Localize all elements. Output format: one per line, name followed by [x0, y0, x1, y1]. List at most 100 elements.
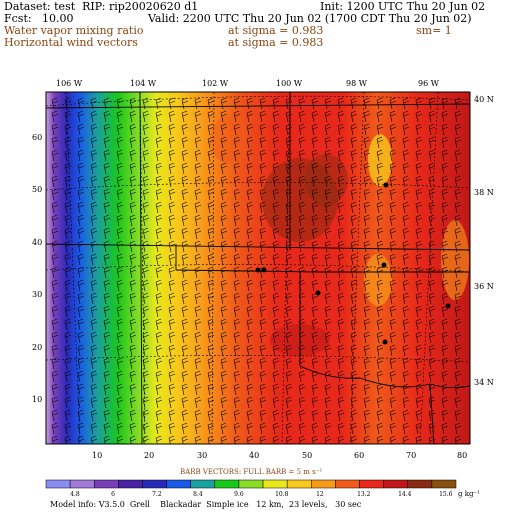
wind-barb	[324, 435, 332, 444]
wind-barb	[90, 422, 98, 435]
wind-barb	[168, 110, 176, 123]
wind-barb	[285, 266, 293, 279]
wind-barb	[207, 188, 215, 201]
wind-barb	[194, 370, 202, 383]
wind-barb	[350, 123, 358, 136]
colorbar-swatch	[431, 479, 457, 489]
wind-barb	[181, 123, 189, 136]
wind-barb	[64, 383, 72, 396]
wind-barb	[298, 409, 306, 422]
wind-barb	[220, 292, 228, 305]
wind-barb	[285, 162, 293, 175]
wind-barb	[51, 162, 59, 175]
wind-barb	[77, 240, 85, 253]
wind-barb	[285, 409, 293, 422]
wind-barb	[389, 110, 397, 123]
lat-label: 34 N	[474, 378, 494, 387]
wind-barb	[428, 201, 436, 214]
wind-barb	[324, 409, 332, 422]
wind-barb	[259, 123, 267, 136]
wind-barb	[233, 201, 241, 214]
wind-barb	[272, 136, 280, 149]
wind-barb	[350, 422, 358, 435]
wind-barb	[129, 162, 137, 175]
wind-barb	[168, 136, 176, 149]
wind-barb	[103, 110, 111, 123]
wind-barb	[51, 175, 59, 188]
wind-barb	[233, 136, 241, 149]
wind-barb	[415, 110, 423, 123]
wind-barb	[181, 318, 189, 331]
wind-barb	[220, 383, 228, 396]
wind-barb	[116, 97, 124, 110]
wind-barb	[51, 318, 59, 331]
wind-barb	[389, 435, 397, 444]
wind-barb	[402, 266, 410, 279]
wind-barb	[441, 240, 449, 253]
wind-barb	[90, 357, 98, 370]
wind-barb	[207, 357, 215, 370]
wind-barb	[51, 422, 59, 435]
wind-barb	[272, 201, 280, 214]
wind-barb	[337, 253, 345, 266]
wind-barb	[103, 383, 111, 396]
wind-barb	[389, 396, 397, 409]
wind-barb	[168, 357, 176, 370]
wind-barb	[116, 435, 124, 444]
wind-barb	[77, 175, 85, 188]
wind-barb	[272, 331, 280, 344]
wind-barb	[376, 292, 384, 305]
colorbar-label: 9.6	[234, 491, 244, 498]
wind-barb	[155, 214, 163, 227]
wind-barb	[337, 370, 345, 383]
wind-barb	[246, 383, 254, 396]
wind-barb	[116, 305, 124, 318]
wind-barb	[168, 253, 176, 266]
wind-barb	[389, 188, 397, 201]
wind-barb	[233, 357, 241, 370]
wind-barb	[324, 357, 332, 370]
wind-barb	[285, 123, 293, 136]
wind-barb	[51, 357, 59, 370]
wind-barb	[155, 227, 163, 240]
colorbar-swatch	[166, 479, 191, 489]
wind-barb	[207, 279, 215, 292]
wind-barb	[129, 214, 137, 227]
wind-barb	[350, 97, 358, 110]
wind-barb	[220, 396, 228, 409]
colorbar-swatch	[359, 479, 384, 489]
wind-barb	[428, 305, 436, 318]
wind-barb	[337, 136, 345, 149]
wind-barb	[350, 331, 358, 344]
wind-barb	[272, 279, 280, 292]
wind-barb	[428, 240, 436, 253]
wind-barb	[259, 422, 267, 435]
wind-barb	[402, 97, 410, 110]
wind-barb	[129, 396, 137, 409]
wind-barb	[155, 318, 163, 331]
wind-barb	[194, 253, 202, 266]
wind-barb	[116, 331, 124, 344]
wind-barb	[155, 279, 163, 292]
wind-barb	[363, 279, 371, 292]
wind-barb	[350, 370, 358, 383]
wind-barb	[272, 162, 280, 175]
lat-label: 36 N	[474, 282, 494, 291]
wind-barb	[454, 97, 462, 110]
wind-barb	[51, 266, 59, 279]
wind-barb	[285, 344, 293, 357]
wind-barb	[350, 240, 358, 253]
wind-barb	[246, 110, 254, 123]
wind-barb	[454, 253, 462, 266]
wind-barb	[389, 162, 397, 175]
wind-barb	[142, 253, 150, 266]
wind-barb	[441, 97, 449, 110]
wind-barb	[363, 383, 371, 396]
wind-barb	[376, 175, 384, 188]
colorbar-label: 13.2	[357, 491, 371, 498]
wind-barb	[90, 136, 98, 149]
wind-barb	[103, 149, 111, 162]
wind-barb	[363, 227, 371, 240]
wind-barb	[77, 292, 85, 305]
wind-barb	[337, 240, 345, 253]
